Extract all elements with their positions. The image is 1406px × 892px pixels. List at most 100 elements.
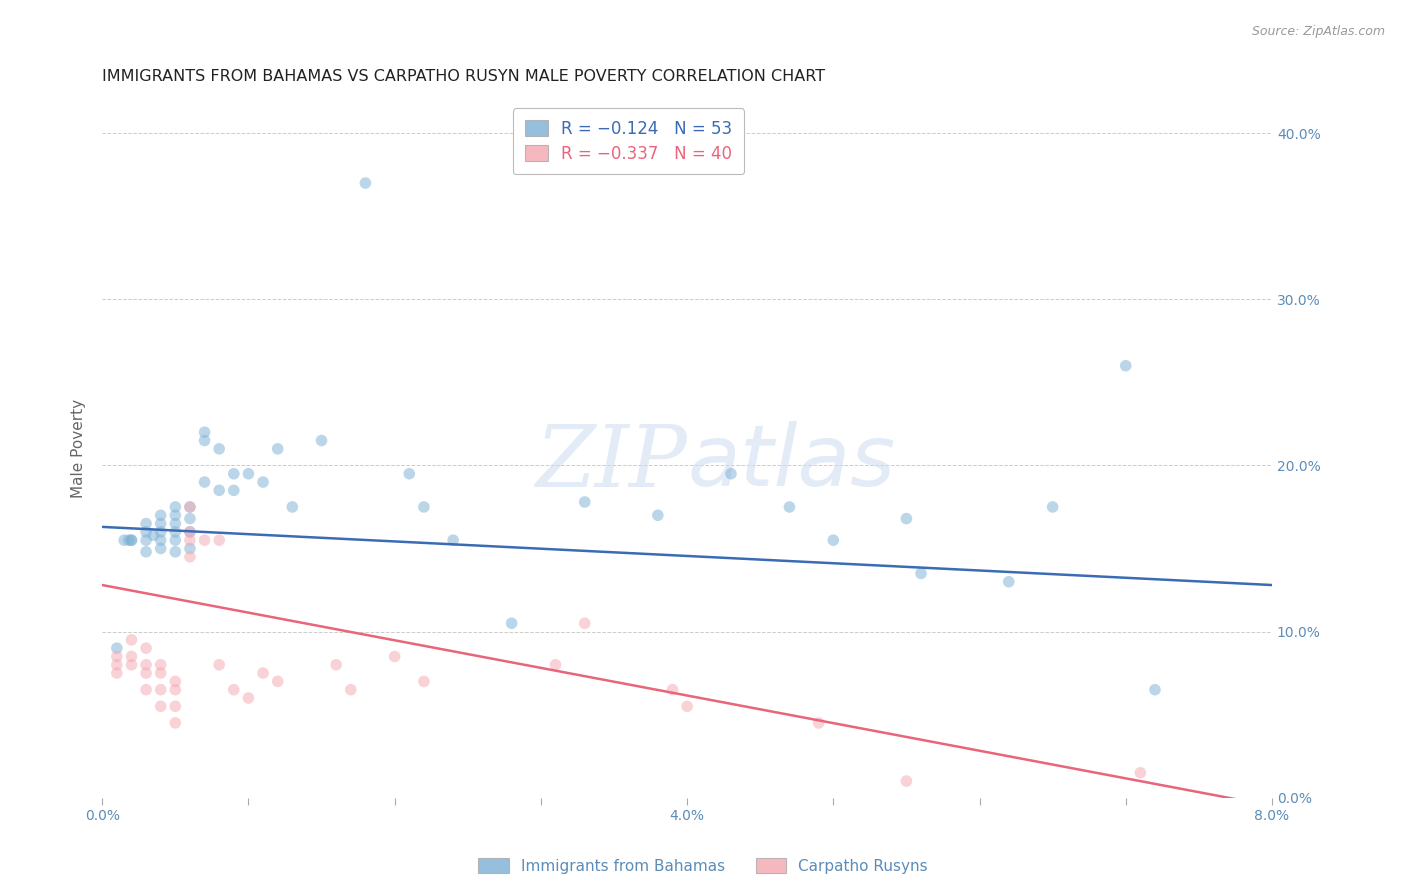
Point <box>193 475 215 489</box>
Point <box>412 500 434 514</box>
Point <box>149 508 172 523</box>
Point <box>135 666 157 681</box>
Point <box>193 425 215 440</box>
Point <box>112 533 135 548</box>
Point <box>105 649 128 664</box>
Point <box>149 516 172 531</box>
Text: ZIP: ZIP <box>536 421 688 504</box>
Point <box>441 533 464 548</box>
Point <box>117 533 139 548</box>
Point <box>544 657 567 672</box>
Point <box>120 632 142 647</box>
Point <box>807 715 830 730</box>
Point <box>105 657 128 672</box>
Point <box>574 495 596 509</box>
Point <box>135 641 157 656</box>
Point <box>574 616 596 631</box>
Point <box>149 682 172 697</box>
Point <box>179 500 201 514</box>
Point <box>896 511 918 525</box>
Point <box>222 483 245 498</box>
Point <box>208 442 231 456</box>
Point <box>149 533 172 548</box>
Point <box>354 176 377 190</box>
Point <box>105 666 128 681</box>
Point <box>120 533 142 548</box>
Point <box>135 516 157 531</box>
Point <box>142 528 165 542</box>
Point <box>179 541 201 556</box>
Point <box>120 533 142 548</box>
Point <box>1129 765 1152 780</box>
Point <box>412 674 434 689</box>
Point <box>120 649 142 664</box>
Point <box>165 508 187 523</box>
Point <box>222 682 245 697</box>
Point <box>339 682 361 697</box>
Point <box>179 511 201 525</box>
Point <box>823 533 845 548</box>
Text: IMMIGRANTS FROM BAHAMAS VS CARPATHO RUSYN MALE POVERTY CORRELATION CHART: IMMIGRANTS FROM BAHAMAS VS CARPATHO RUSY… <box>103 69 825 84</box>
Point <box>238 467 260 481</box>
Point <box>720 467 742 481</box>
Point <box>149 657 172 672</box>
Point <box>501 616 523 631</box>
Point <box>896 774 918 789</box>
Point <box>165 533 187 548</box>
Point <box>778 500 800 514</box>
Point <box>179 500 201 514</box>
Point <box>325 657 347 672</box>
Point <box>149 666 172 681</box>
Point <box>208 657 231 672</box>
Point <box>179 524 201 539</box>
Point <box>179 549 201 564</box>
Point <box>676 699 699 714</box>
Text: atlas: atlas <box>688 421 896 504</box>
Text: Source: ZipAtlas.com: Source: ZipAtlas.com <box>1251 25 1385 38</box>
Point <box>149 541 172 556</box>
Point <box>165 699 187 714</box>
Point <box>208 533 231 548</box>
Point <box>165 545 187 559</box>
Point <box>165 500 187 514</box>
Legend: R = −0.124   N = 53, R = −0.337   N = 40: R = −0.124 N = 53, R = −0.337 N = 40 <box>513 108 744 174</box>
Point <box>193 434 215 448</box>
Point <box>266 442 288 456</box>
Point <box>149 524 172 539</box>
Point <box>135 545 157 559</box>
Point <box>311 434 333 448</box>
Point <box>281 500 304 514</box>
Point <box>647 508 669 523</box>
Point <box>398 467 420 481</box>
Point <box>165 516 187 531</box>
Point <box>149 699 172 714</box>
Point <box>252 475 274 489</box>
Legend: Immigrants from Bahamas, Carpatho Rusyns: Immigrants from Bahamas, Carpatho Rusyns <box>472 852 934 880</box>
Point <box>165 524 187 539</box>
Point <box>165 682 187 697</box>
Point <box>384 649 406 664</box>
Point <box>135 533 157 548</box>
Point <box>135 524 157 539</box>
Point <box>179 524 201 539</box>
Point <box>238 691 260 706</box>
Point <box>120 657 142 672</box>
Y-axis label: Male Poverty: Male Poverty <box>72 400 86 499</box>
Point <box>1115 359 1137 373</box>
Point <box>910 566 932 581</box>
Point <box>1042 500 1064 514</box>
Point <box>208 483 231 498</box>
Point <box>193 533 215 548</box>
Point <box>1143 682 1166 697</box>
Point <box>661 682 683 697</box>
Point <box>266 674 288 689</box>
Point <box>105 641 128 656</box>
Point <box>252 666 274 681</box>
Point <box>135 657 157 672</box>
Point <box>179 533 201 548</box>
Point <box>165 715 187 730</box>
Point <box>135 682 157 697</box>
Point <box>222 467 245 481</box>
Point <box>997 574 1019 589</box>
Point <box>165 674 187 689</box>
